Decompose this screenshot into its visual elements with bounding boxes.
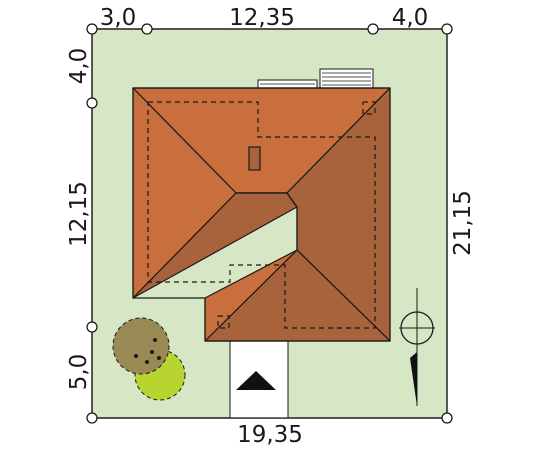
house-roof (132, 87, 391, 342)
roof-ridge-step (236, 192, 298, 250)
dim-left-middle: 12,15 (66, 181, 92, 247)
wall-outline-dashed (147, 101, 376, 329)
dimension-marks (86, 23, 453, 424)
roof-vent (257, 79, 318, 89)
roof-outline (132, 87, 391, 342)
dim-top-right: 4,0 (392, 5, 429, 31)
dim-right: 21,15 (450, 190, 476, 256)
entrance-arrow-icon (236, 371, 276, 390)
dim-top-left: 3,0 (100, 5, 137, 31)
north-compass-icon (399, 288, 435, 406)
tree-icon (112, 317, 186, 401)
skylight-icon (319, 68, 374, 89)
dim-left-top: 4,0 (66, 48, 92, 85)
tree-dark (112, 317, 170, 375)
dim-bottom: 19,35 (237, 422, 303, 448)
dim-left-bottom: 5,0 (66, 354, 92, 391)
dim-top-middle: 12,35 (229, 5, 295, 31)
chimney-icon (248, 146, 261, 171)
